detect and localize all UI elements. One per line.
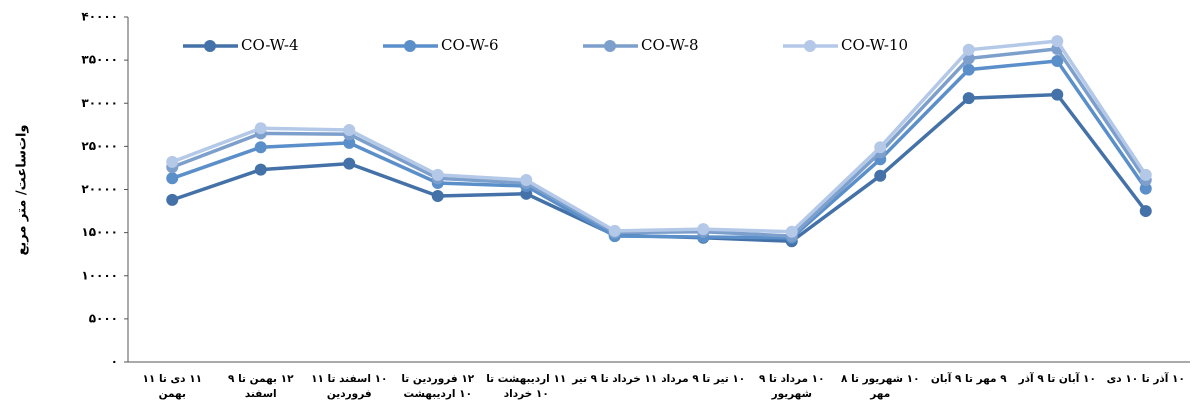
data-point (343, 123, 356, 136)
x-tick-label: ۱۰ آبان تا ۹ آذر (1018, 373, 1096, 385)
y-tick-label: ۵۰۰۰ (89, 311, 118, 325)
legend-marker (804, 40, 816, 52)
data-point (1139, 168, 1152, 181)
data-point (343, 157, 356, 170)
y-tick-label: ۲۰۰۰۰ (81, 182, 118, 196)
data-point (166, 172, 179, 185)
data-point (608, 224, 621, 237)
data-point (431, 168, 444, 181)
data-point (520, 174, 533, 187)
data-point (166, 193, 179, 206)
data-point (1139, 205, 1152, 218)
y-tick-label: ۰ (111, 355, 118, 369)
data-point (1051, 35, 1064, 48)
legend-label: CO-W-10 (841, 36, 908, 54)
legend-marker (204, 40, 216, 52)
x-tick-label: ۱۱ دی تا ۱۱ بهمن (142, 373, 203, 400)
x-tick-label: ۱۲ فروردین تا ۱۰ اردیبهشت (401, 373, 475, 400)
data-point (785, 225, 798, 238)
x-tick-label: ۱۰ آذر تا ۱۰ دی (1106, 373, 1185, 385)
data-point (874, 169, 887, 182)
x-tick-label: ۱۲ بهمن تا ۹ اسفند (228, 373, 294, 400)
data-point (254, 141, 267, 154)
data-point (962, 92, 975, 105)
x-tick-label: ۱۱ اردیبهشت تا ۱۰ خرداد (486, 373, 567, 400)
series-line (171, 59, 1148, 240)
data-point (431, 189, 444, 202)
x-tick-label: ۹ مهر تا ۹ آبان (930, 373, 1007, 385)
legend-marker (404, 40, 416, 52)
data-point (874, 141, 887, 154)
x-tick-label: ۱۰ اسفند تا ۱۱ فروردین (311, 373, 388, 400)
data-point (697, 223, 710, 236)
x-tick-label: ۱۰ تیر تا ۹ مرداد (661, 373, 746, 385)
y-tick-label: ۱۵۰۰۰ (81, 225, 118, 239)
legend-label: CO-W-8 (641, 36, 699, 54)
legend-marker (604, 40, 616, 52)
y-axis-title: وات‌ساعت/ متر مربع (15, 124, 30, 255)
y-tick-label: ۴۰۰۰۰ (81, 10, 118, 24)
x-tick-label: ۱۰ مرداد تا ۹ شهریور (758, 373, 825, 400)
y-tick-label: ۲۵۰۰۰ (81, 139, 118, 153)
x-tick-label: ۱۰ شهریور تا ۸ مهر (841, 373, 920, 400)
data-point (1139, 182, 1152, 195)
x-tick-label: ۱۱ خرداد تا ۹ تیر (572, 373, 658, 385)
y-tick-label: ۳۰۰۰۰ (81, 96, 118, 110)
data-point (254, 122, 267, 135)
data-point (166, 155, 179, 168)
y-tick-label: ۱۰۰۰۰ (81, 268, 118, 282)
y-tick-label: ۳۵۰۰۰ (81, 53, 118, 67)
data-point (343, 136, 356, 149)
series-line (171, 47, 1148, 238)
data-point (1051, 54, 1064, 67)
series-line (171, 39, 1148, 234)
data-point (254, 163, 267, 176)
data-point (962, 43, 975, 56)
data-point (1051, 88, 1064, 101)
data-point (962, 63, 975, 76)
legend-label: CO-W-6 (441, 36, 499, 54)
legend-label: CO-W-4 (241, 36, 299, 54)
series-line (171, 92, 1148, 244)
